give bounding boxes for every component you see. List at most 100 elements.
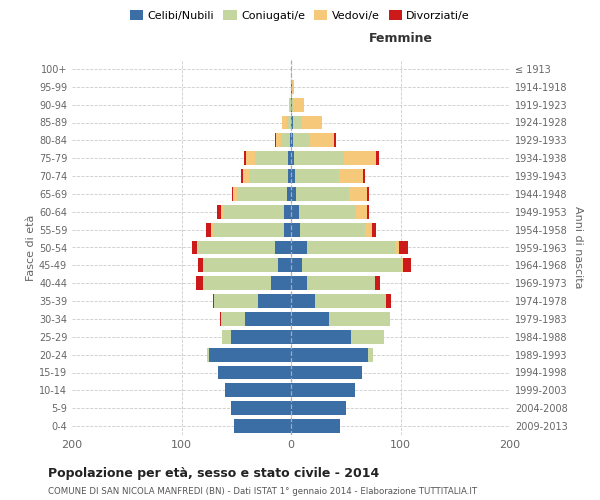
Bar	[203, 258, 278, 272]
Bar	[292, 80, 294, 94]
Bar	[206, 348, 209, 362]
Bar	[307, 276, 376, 290]
Bar	[291, 151, 294, 165]
Bar	[291, 276, 307, 290]
Bar	[233, 187, 238, 201]
Bar	[291, 258, 302, 272]
Bar	[287, 187, 291, 201]
Bar	[291, 401, 346, 415]
Bar	[367, 187, 369, 201]
Bar	[295, 169, 339, 183]
Bar	[291, 205, 299, 219]
Bar	[401, 258, 403, 272]
Bar	[246, 151, 255, 165]
Bar	[291, 98, 292, 112]
Bar	[291, 384, 355, 398]
Bar	[290, 134, 291, 147]
Bar	[315, 294, 386, 308]
Bar	[196, 276, 203, 290]
Bar	[356, 205, 367, 219]
Bar	[217, 205, 221, 219]
Text: Femmine: Femmine	[368, 32, 433, 45]
Bar	[291, 419, 340, 433]
Bar	[291, 134, 293, 147]
Bar	[400, 240, 408, 254]
Bar	[288, 169, 291, 183]
Bar	[218, 366, 291, 380]
Bar	[221, 205, 224, 219]
Bar	[213, 222, 284, 236]
Bar	[296, 187, 349, 201]
Bar	[349, 187, 367, 201]
Bar	[198, 258, 203, 272]
Bar	[206, 222, 211, 236]
Y-axis label: Anni di nascita: Anni di nascita	[573, 206, 583, 289]
Bar	[291, 240, 307, 254]
Bar	[255, 151, 288, 165]
Bar	[282, 116, 287, 130]
Bar	[329, 312, 389, 326]
Bar	[291, 348, 368, 362]
Bar	[278, 258, 291, 272]
Bar	[288, 151, 291, 165]
Bar	[302, 258, 401, 272]
Bar	[293, 116, 302, 130]
Bar	[250, 169, 288, 183]
Bar	[221, 312, 245, 326]
Bar	[291, 169, 295, 183]
Bar	[275, 240, 291, 254]
Bar	[209, 348, 291, 362]
Bar	[232, 187, 233, 201]
Bar	[302, 116, 322, 130]
Bar	[376, 276, 380, 290]
Bar	[365, 222, 372, 236]
Bar	[258, 294, 291, 308]
Bar	[271, 276, 291, 290]
Bar	[339, 169, 363, 183]
Bar	[231, 330, 291, 344]
Bar	[403, 258, 412, 272]
Legend: Celibi/Nubili, Coniugati/e, Vedovi/e, Divorziati/e: Celibi/Nubili, Coniugati/e, Vedovi/e, Di…	[125, 6, 475, 25]
Bar	[300, 222, 365, 236]
Bar	[310, 134, 334, 147]
Bar	[193, 240, 197, 254]
Bar	[368, 348, 373, 362]
Bar	[241, 169, 243, 183]
Bar	[284, 205, 291, 219]
Bar	[334, 134, 336, 147]
Bar	[220, 312, 221, 326]
Bar	[294, 151, 344, 165]
Bar	[344, 151, 376, 165]
Bar	[226, 384, 291, 398]
Bar	[214, 294, 258, 308]
Bar	[351, 330, 384, 344]
Bar	[291, 330, 351, 344]
Bar	[231, 401, 291, 415]
Bar	[293, 98, 304, 112]
Bar	[198, 240, 275, 254]
Bar	[224, 205, 284, 219]
Bar	[291, 187, 296, 201]
Bar	[213, 294, 214, 308]
Bar	[293, 134, 310, 147]
Bar	[244, 151, 246, 165]
Bar	[234, 419, 291, 433]
Bar	[281, 134, 290, 147]
Bar	[211, 222, 213, 236]
Bar	[197, 240, 198, 254]
Bar	[395, 240, 400, 254]
Y-axis label: Fasce di età: Fasce di età	[26, 214, 36, 280]
Bar	[372, 222, 376, 236]
Bar	[287, 116, 291, 130]
Bar	[291, 294, 315, 308]
Text: COMUNE DI SAN NICOLA MANFREDI (BN) - Dati ISTAT 1° gennaio 2014 - Elaborazione T: COMUNE DI SAN NICOLA MANFREDI (BN) - Dat…	[48, 488, 477, 496]
Bar	[363, 169, 365, 183]
Bar	[284, 222, 291, 236]
Bar	[291, 222, 300, 236]
Bar	[289, 98, 290, 112]
Bar	[245, 312, 291, 326]
Bar	[291, 116, 293, 130]
Bar	[292, 98, 293, 112]
Bar	[290, 98, 291, 112]
Bar	[307, 240, 395, 254]
